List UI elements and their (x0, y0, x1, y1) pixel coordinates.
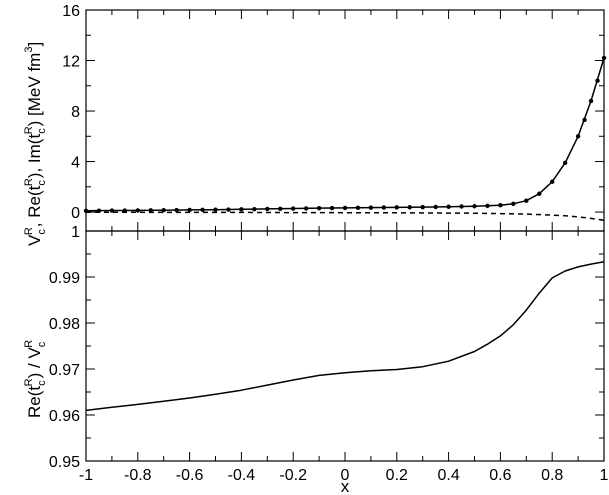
top-data-point (498, 203, 503, 208)
top-data-point (226, 207, 231, 212)
top-data-point (316, 205, 322, 211)
top-data-point (381, 205, 387, 210)
top-data-point (355, 205, 361, 210)
top-data-point (200, 207, 205, 212)
top-data-point (329, 205, 335, 211)
top-y-axis-title: VcR, Re(tcR), Im(tcR) [MeV fm3] (23, 42, 48, 246)
top-y-tick-label: 12 (62, 54, 80, 71)
top-data-point (550, 179, 555, 184)
top-data-point (407, 205, 412, 210)
top-y-tick-label: 16 (62, 3, 80, 20)
top-data-point (433, 204, 438, 210)
top-data-point (601, 55, 607, 61)
top-data-point (485, 203, 490, 209)
x-tick-label: -0.8 (124, 467, 152, 484)
top-data-point (161, 207, 166, 213)
x-tick-label: 1 (600, 467, 609, 484)
top-data-point (278, 206, 283, 211)
top-data-point (342, 205, 348, 211)
top-data-point (537, 191, 542, 196)
top-data-point (459, 204, 464, 209)
top-data-point (368, 205, 374, 210)
top-axis-ticks (85, 9, 605, 231)
x-tick-label: -0.6 (176, 467, 204, 484)
top-data-point (394, 205, 399, 210)
x-tick-label: 0.2 (386, 467, 408, 484)
top-y-tick-label: 8 (71, 104, 80, 121)
top-panel-series (83, 55, 607, 222)
x-tick-label: -0.4 (228, 467, 256, 484)
x-tick-label: 0.8 (541, 467, 563, 484)
top-data-point (511, 201, 516, 207)
top-data-point (420, 204, 425, 210)
tick-labels: 0 4 8 12 16 -1 -0.8 -0.6 -0.4 -0.2 0 0.2 0.4 0.6 0.8 1 0… (49, 3, 609, 484)
top-data-point (265, 206, 270, 212)
bottom-panel-series (85, 261, 605, 412)
x-tick-label: 0 (341, 467, 350, 484)
bottom-y-tick-label: 0.96 (49, 408, 80, 425)
top-data-point (582, 117, 587, 123)
bottom-y-tick-label: 1 (71, 224, 80, 241)
bottom-y-tick-label: 0.95 (49, 454, 80, 471)
bottom-panel-frame (85, 230, 605, 462)
x-tick-label: -0.2 (279, 467, 307, 484)
top-data-point (135, 208, 140, 213)
top-data-point (446, 204, 451, 209)
top-data-point (588, 98, 594, 104)
bottom-axis-ticks (85, 230, 605, 462)
top-data-point (303, 206, 309, 211)
top-data-point (174, 207, 179, 213)
bottom-solid-series-line (85, 261, 605, 412)
top-data-point (187, 207, 192, 213)
top-dashed-series-line (86, 211, 605, 222)
x-tick-label: 0.4 (437, 467, 459, 484)
top-solid-series-line (85, 57, 605, 212)
top-data-point (148, 208, 153, 213)
top-data-point (252, 206, 257, 212)
top-data-point (524, 198, 529, 203)
top-data-point (291, 206, 296, 211)
bottom-y-tick-label: 0.98 (49, 316, 80, 333)
bottom-y-axis-title: Re(tcR) / VcR (23, 340, 48, 418)
top-y-tick-label: 4 (71, 155, 80, 172)
bottom-y-tick-label: 0.97 (49, 362, 80, 379)
top-data-point (562, 160, 568, 166)
top-panel-frame (85, 9, 605, 232)
top-data-point (239, 207, 244, 212)
top-data-point (595, 78, 600, 83)
bottom-y-tick-label: 0.99 (49, 270, 80, 287)
x-axis-title: x (341, 477, 350, 495)
x-tick-label: -1 (79, 467, 93, 484)
top-data-point (472, 204, 477, 209)
x-tick-label: 0.6 (489, 467, 511, 484)
top-data-point (213, 207, 218, 212)
top-data-point (575, 134, 581, 139)
top-y-tick-label: 0 (71, 205, 80, 222)
